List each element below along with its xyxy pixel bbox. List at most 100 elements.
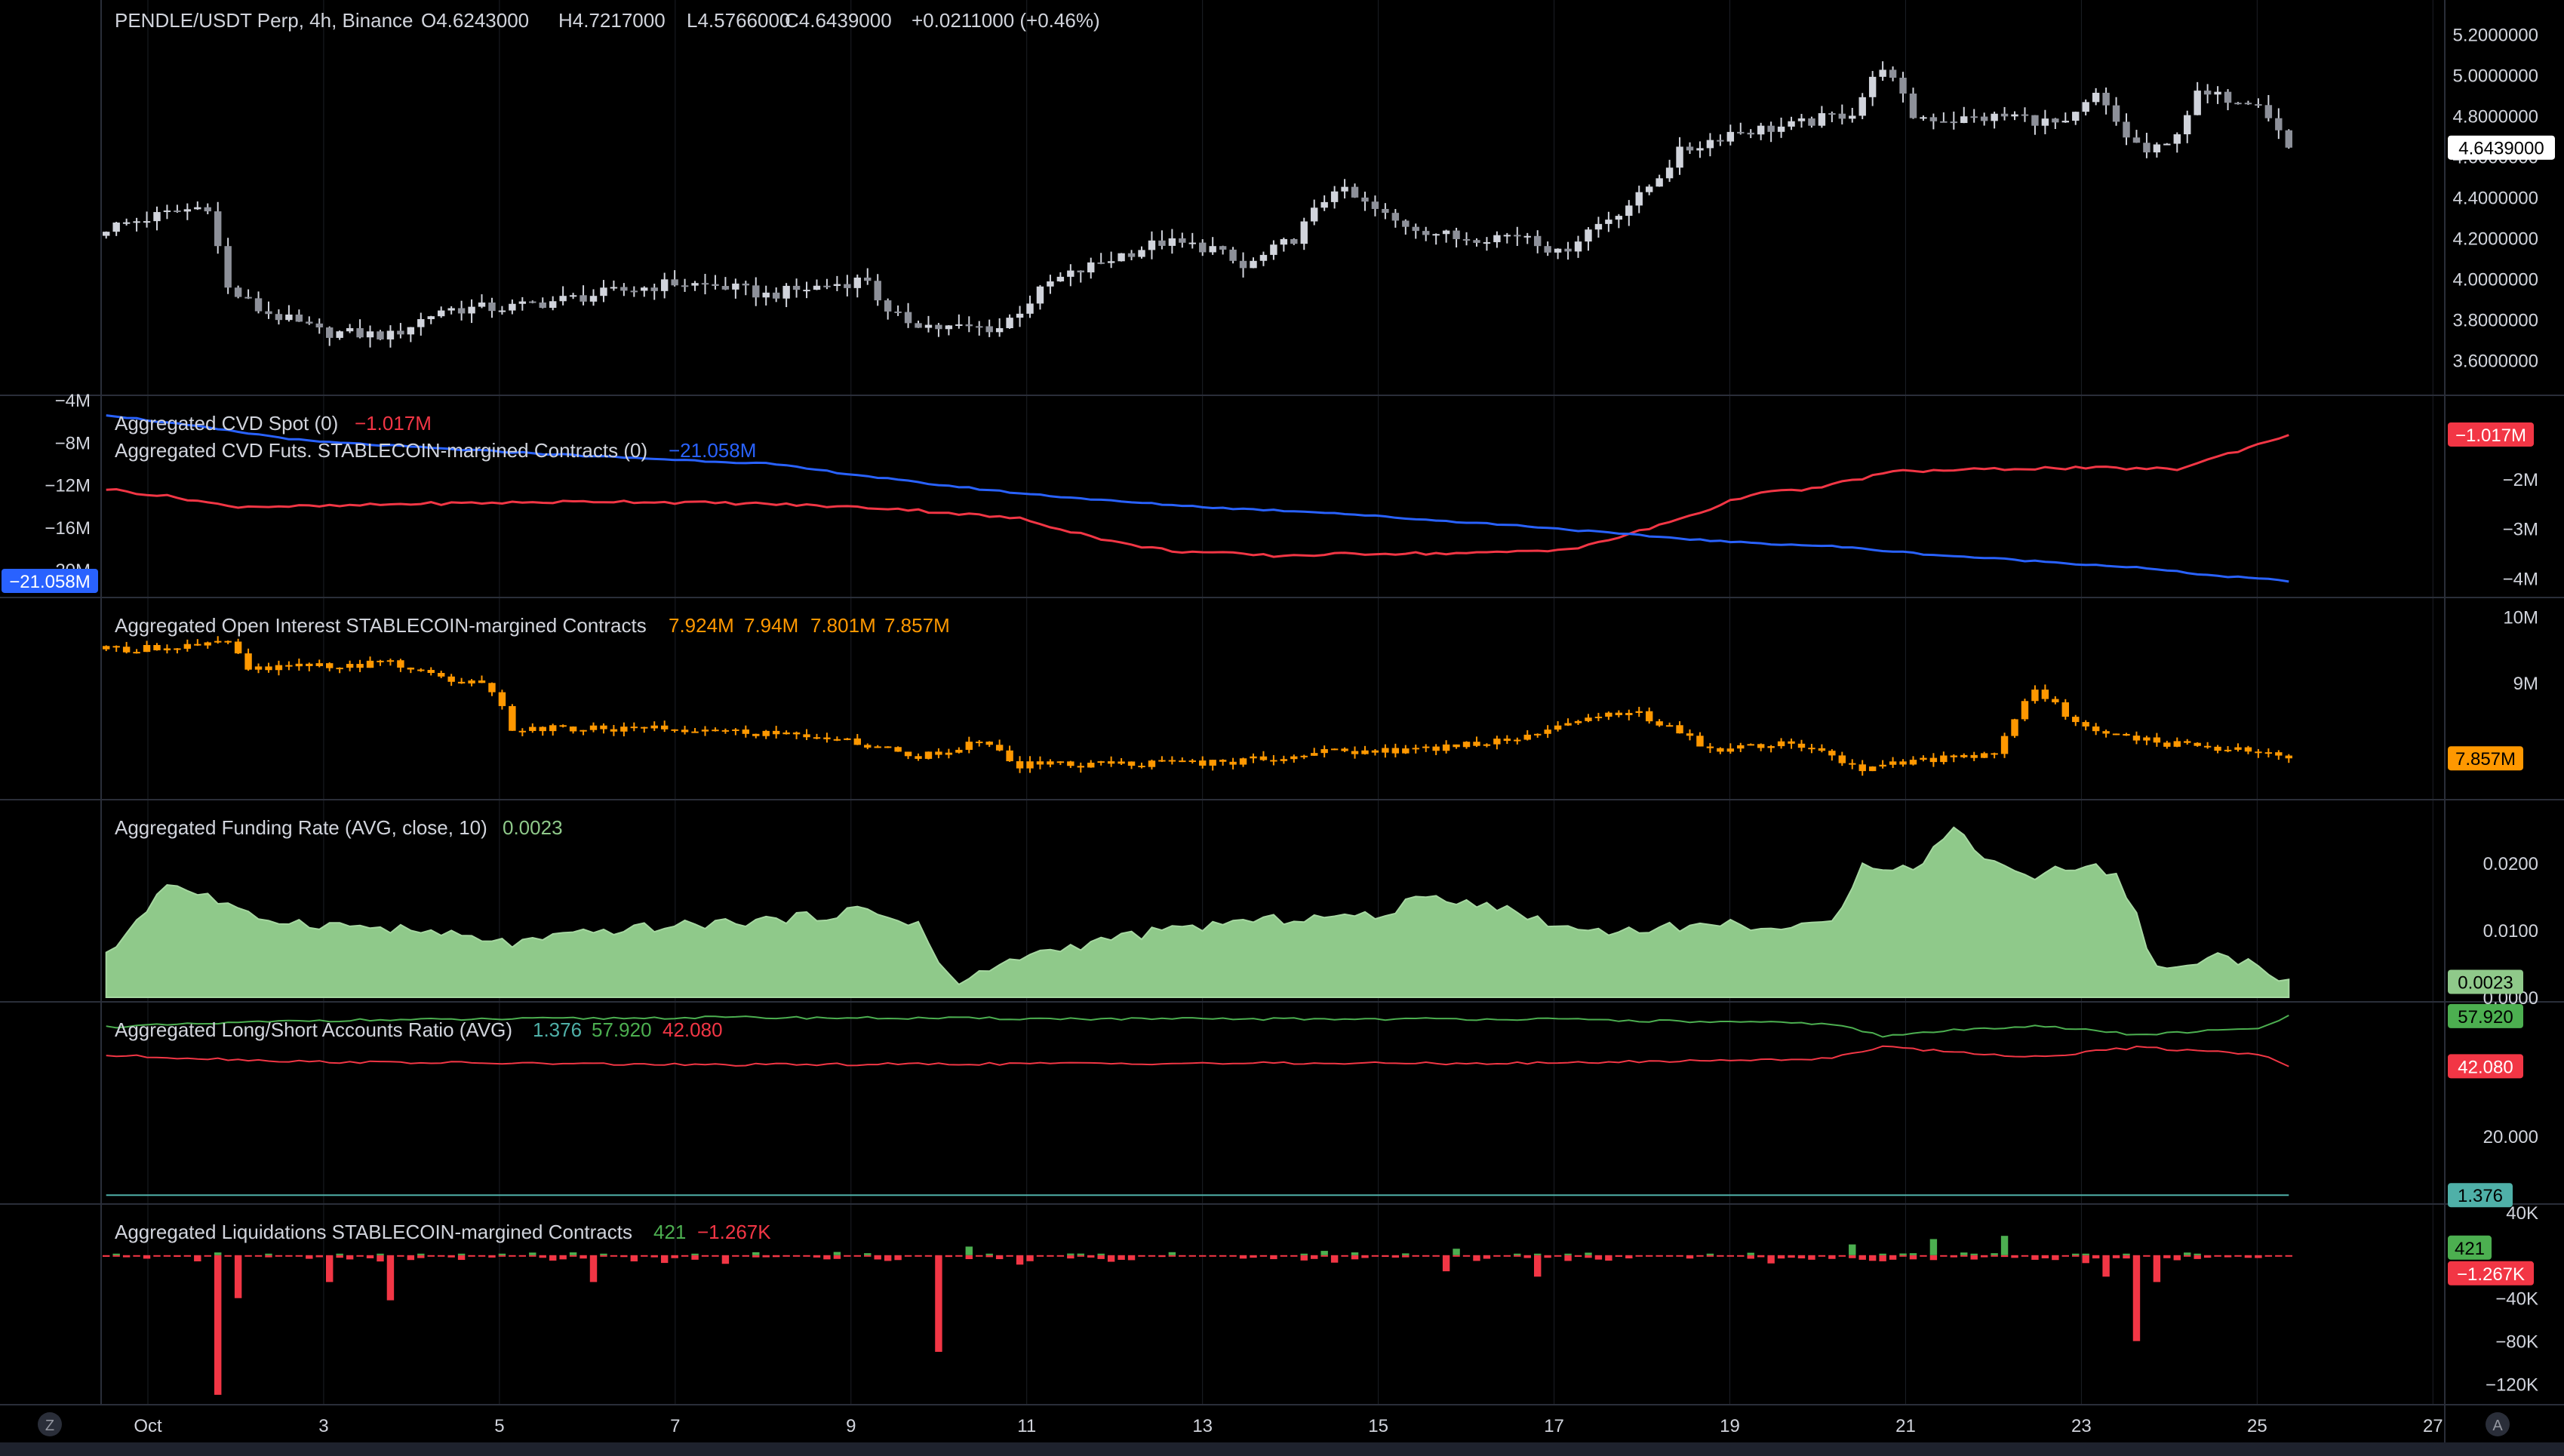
x-axis-tick-label: 19 (1720, 1416, 1740, 1436)
price-candle-body (1706, 140, 1714, 149)
liq-long-bar (224, 1255, 232, 1257)
liq-long-bar (2194, 1255, 2201, 1259)
price-candle-body (549, 301, 557, 309)
oi-candle-body (660, 725, 669, 730)
liq-long-bar (1747, 1255, 1754, 1259)
liq-short-bar (1077, 1253, 1084, 1255)
cvd-futs-value: −21.058M (669, 439, 756, 462)
liq-long-bar (1523, 1255, 1531, 1258)
price-candle-body (285, 314, 293, 321)
oi-candle-body (1665, 725, 1674, 727)
price-candle-body (1717, 140, 1724, 142)
liq-long-bar (976, 1255, 983, 1257)
liq-y-tick-label: −40K (2495, 1289, 2538, 1310)
oi-candle-body (386, 660, 395, 662)
liq-long-bar (2000, 1255, 2009, 1258)
price-candle-body (1351, 186, 1359, 198)
bottom-toolbar-strip (0, 1442, 2564, 1456)
liq-long-bar (630, 1255, 638, 1262)
oi-candle-body (1107, 761, 1115, 764)
liq-y-tick-label: −80K (2495, 1332, 2538, 1353)
liq-long-bar (366, 1255, 374, 1258)
price-candle-body (995, 327, 1004, 333)
liq-long-bar (1635, 1255, 1643, 1257)
liq-long-bar (2163, 1255, 2171, 1258)
oi-candle-body (1503, 739, 1511, 742)
liq-long-bar (2275, 1255, 2283, 1257)
liq-long-bar (1706, 1255, 1714, 1257)
price-candle-body (112, 223, 120, 232)
liq-long-bar (163, 1255, 171, 1257)
price-candle-body (509, 303, 516, 311)
price-candle-body (1960, 116, 1968, 124)
price-candle-body (1797, 118, 1806, 121)
liq-long-bar (1493, 1255, 1501, 1257)
ls-series-last-badge-text: 57.920 (2458, 1007, 2513, 1027)
oi-candle-body (2275, 752, 2283, 756)
oi-candle-body (1706, 746, 1714, 748)
price-candle-body (610, 287, 618, 289)
cvd-futs-legend: Aggregated CVD Futs. STABLECOIN-margined… (115, 439, 647, 462)
oi-candle-body (1899, 761, 1907, 765)
price-candle-body (2163, 143, 2171, 146)
oi-candle-body (183, 644, 192, 649)
oi-candle-body (407, 667, 415, 670)
oi-candle-body (1330, 748, 1339, 751)
oi-candle-body (1726, 748, 1735, 752)
oi-candle-body (1767, 746, 1775, 748)
scale-z-button[interactable]: Z (38, 1412, 62, 1436)
oi-candle-body (2234, 747, 2242, 750)
liq-short-bar (1514, 1253, 1521, 1255)
oi-candle-body (1351, 751, 1359, 754)
price-candle-body (589, 296, 598, 302)
liq-long-bar (1270, 1255, 1277, 1260)
oi-candle-body (1229, 761, 1237, 765)
price-candle-body (1107, 261, 1115, 263)
oi-candle-body (1645, 711, 1653, 722)
liq-short-bar (752, 1252, 760, 1255)
price-candle-body (1676, 146, 1683, 168)
oi-value-close: 7.857M (884, 614, 950, 637)
oi-candle-body (772, 730, 780, 735)
oi-candle-body (1909, 760, 1917, 765)
price-candle-body (1483, 242, 1491, 244)
oi-candle-body (1483, 744, 1491, 746)
price-y-tick-label: 5.0000000 (2453, 66, 2538, 87)
auto-scale-button[interactable]: A (2486, 1412, 2510, 1436)
price-candle-body (336, 331, 343, 338)
liq-long-bar (853, 1255, 862, 1257)
oi-candle-body (1442, 744, 1450, 751)
oi-candle-body (1656, 721, 1663, 726)
price-candle-body (295, 314, 303, 322)
price-candle-body (945, 325, 953, 330)
oi-candle-body (2255, 751, 2262, 754)
oi-candle-body (2072, 717, 2080, 723)
price-candle-body (955, 324, 963, 327)
liq-long-bar (1696, 1255, 1704, 1257)
liq-long-bar (183, 1255, 192, 1257)
oi-candle-body (2224, 749, 2232, 751)
price-candle-body (529, 301, 536, 303)
liq-long-bar (1615, 1255, 1623, 1257)
price-candle-body (2082, 102, 2089, 112)
oi-candle-body (589, 725, 598, 730)
oi-candle-body (610, 729, 618, 732)
liq-long-bar (1311, 1255, 1318, 1259)
liq-long-bar (2153, 1255, 2161, 1282)
oi-candle-body (2041, 690, 2049, 699)
liq-short-bar (1585, 1252, 1592, 1255)
liq-long-bar (995, 1255, 1004, 1260)
oi-candle-body (2203, 745, 2212, 748)
oi-candle-body (712, 730, 719, 732)
oi-candle-body (468, 680, 475, 683)
price-candle-body (1412, 226, 1419, 232)
cvd-spot-last-badge (2448, 422, 2534, 447)
price-candle-body (1453, 230, 1460, 239)
oi-last-badge-text: 7.857M (2455, 749, 2516, 769)
price-candle-body (2285, 130, 2292, 148)
oi-candle-body (1808, 748, 1815, 750)
liq-long-bar (478, 1255, 486, 1257)
liq-short-bar (1453, 1249, 1460, 1255)
liq-long-bar (935, 1255, 942, 1352)
